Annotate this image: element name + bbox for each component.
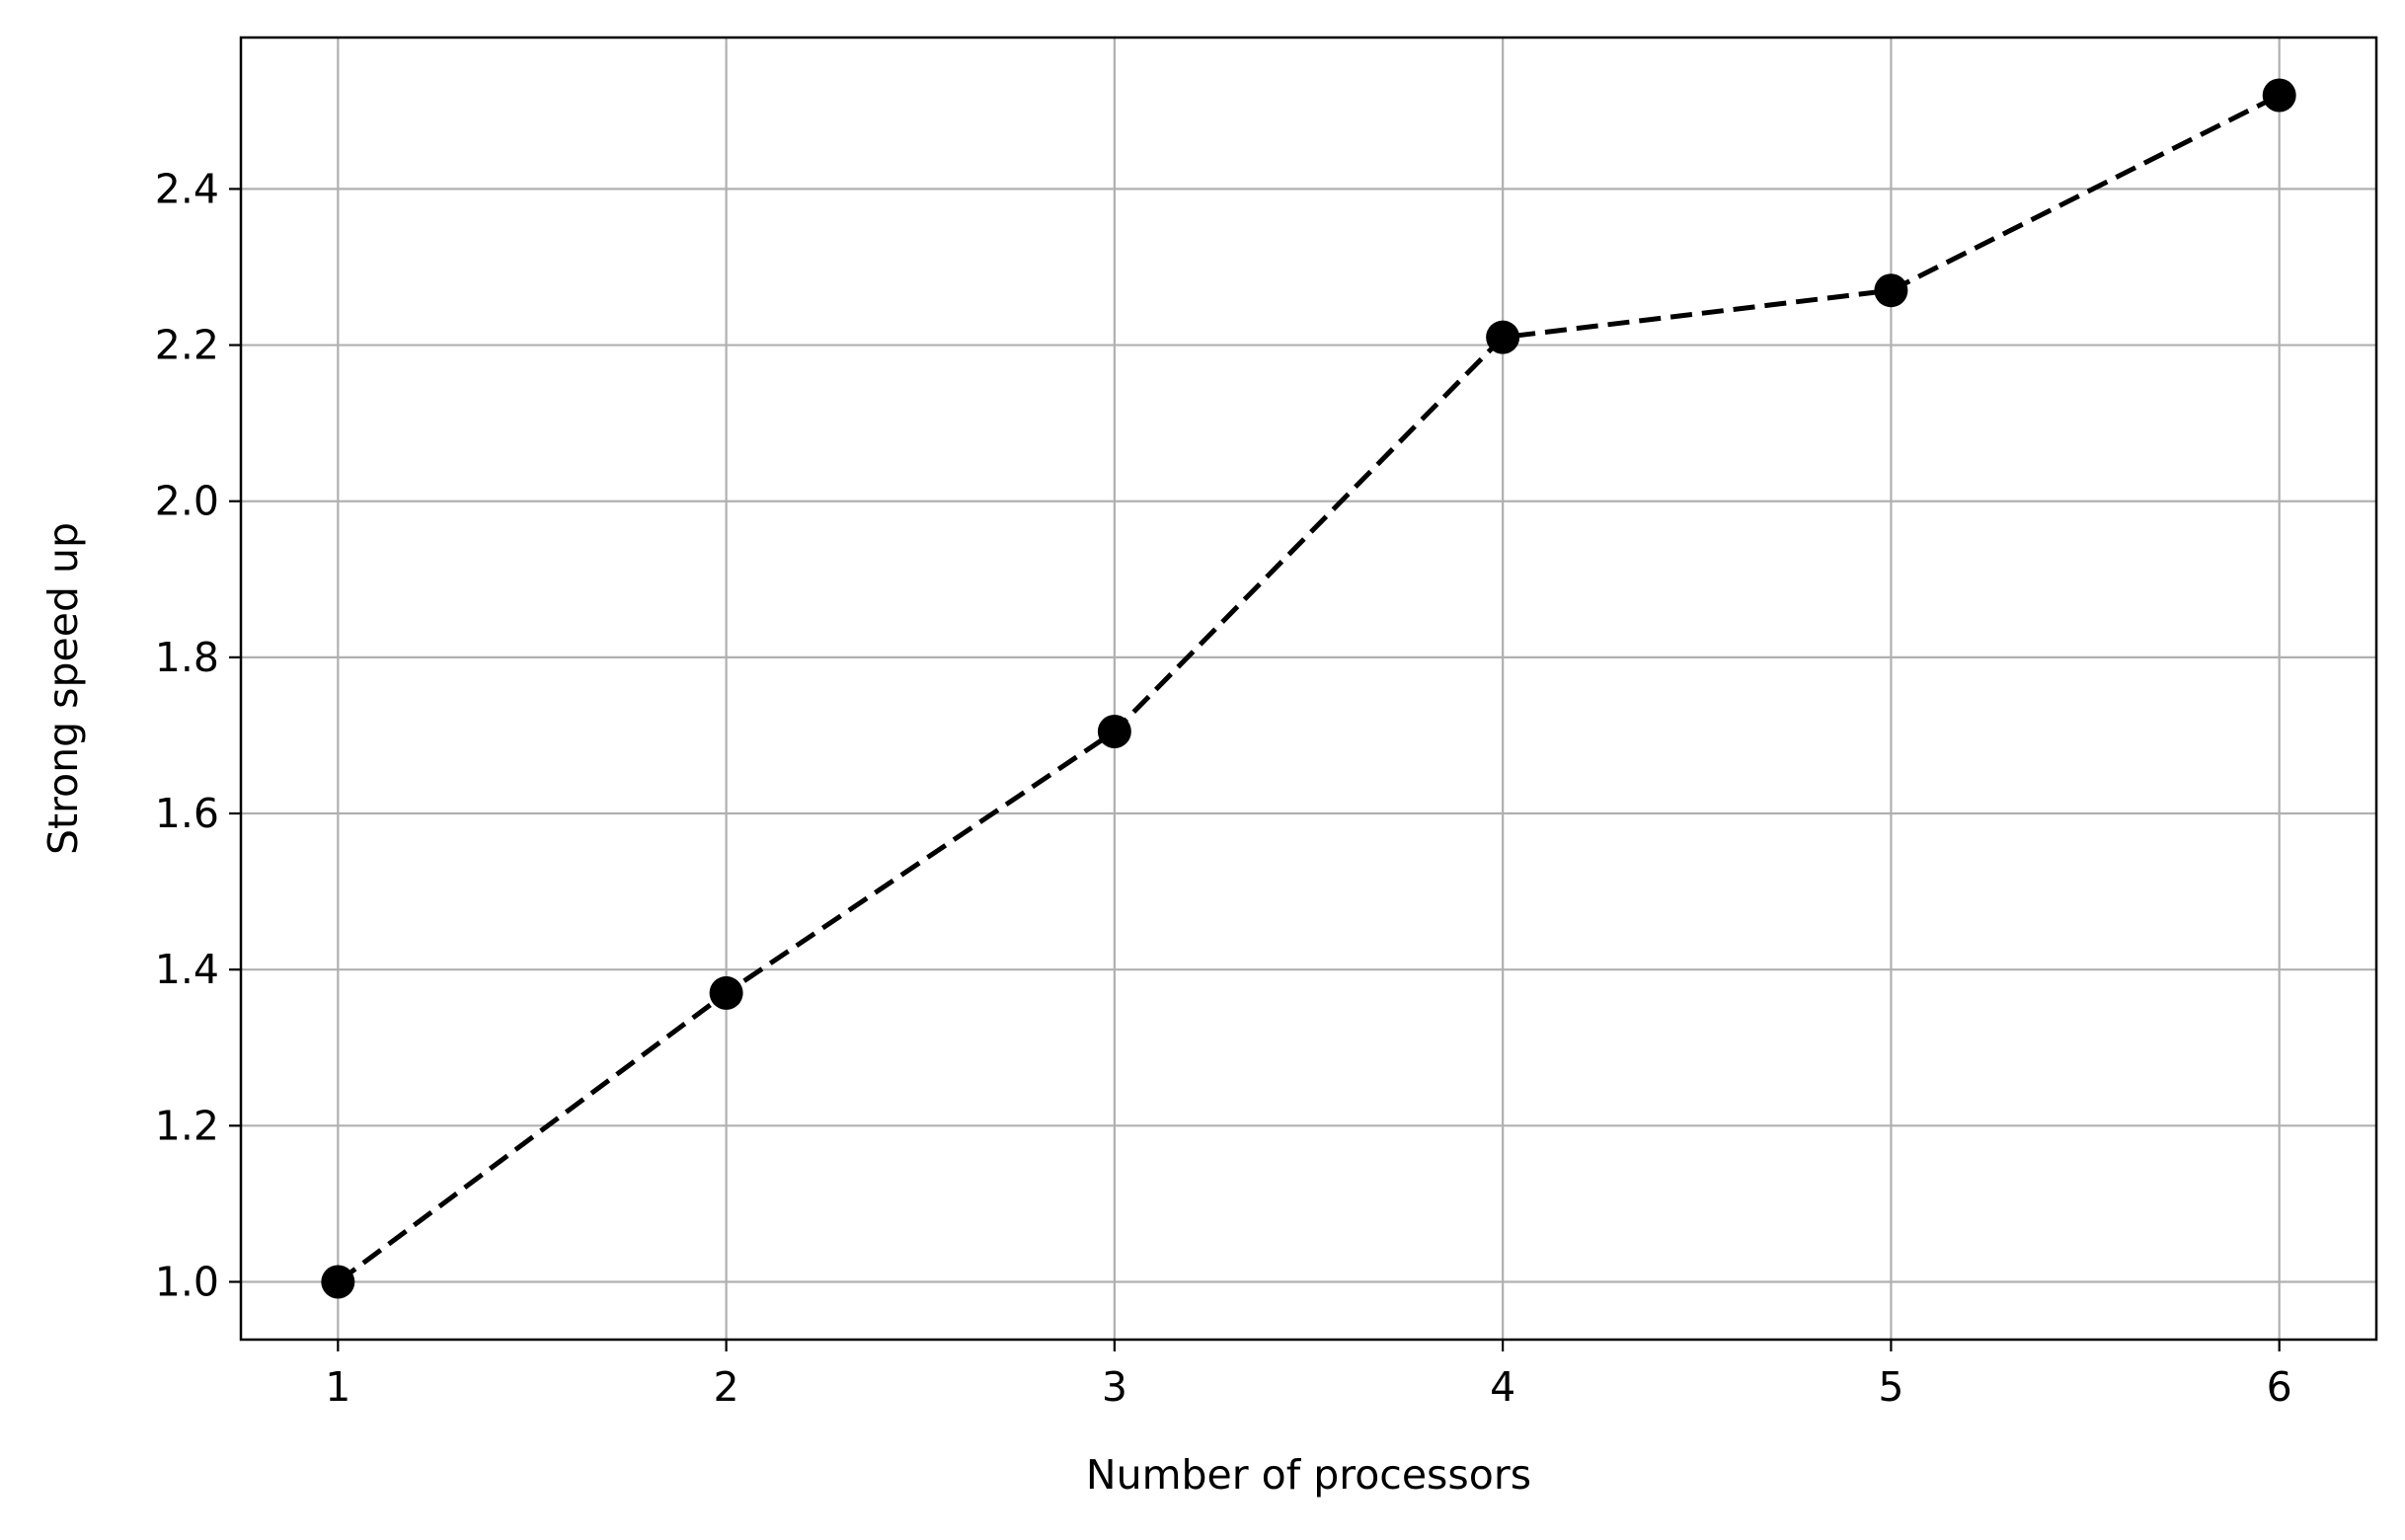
series-line (336, 93, 2281, 1284)
plot-frame (239, 36, 2378, 1342)
data-point (2262, 78, 2296, 113)
x-tick-label: 1 (325, 1363, 350, 1411)
data-point (1874, 273, 1908, 308)
y-tick-label: 2.0 (155, 478, 219, 525)
y-tick-label: 1.6 (155, 790, 219, 837)
grid (241, 38, 2376, 1340)
x-tick-label: 2 (714, 1363, 739, 1411)
x-tick-label: 4 (1490, 1363, 1515, 1411)
x-tick-label: 3 (1102, 1363, 1127, 1411)
y-tick-label: 2.2 (155, 322, 219, 369)
ticks: 1 2 3 4 5 6 1.0 1.2 1.4 1.6 1.8 2.0 2.2 2.4 (155, 165, 2292, 1411)
data-point (1097, 714, 1131, 748)
data-point (321, 1265, 355, 1299)
y-tick-label: 1.8 (155, 634, 219, 681)
y-tick-label: 1.0 (155, 1258, 219, 1305)
y-axis-label: Strong speed up (39, 522, 87, 855)
series-layer (321, 78, 2296, 1299)
y-tick-label: 2.4 (155, 165, 219, 212)
x-tick-label: 6 (2267, 1363, 2292, 1411)
data-point (1486, 320, 1520, 354)
x-axis-label: Number of processors (1086, 1451, 1531, 1499)
y-tick-label: 1.2 (155, 1102, 219, 1149)
y-tick-label: 1.4 (155, 946, 219, 993)
data-point (709, 975, 743, 1010)
x-tick-label: 5 (1878, 1363, 1903, 1411)
